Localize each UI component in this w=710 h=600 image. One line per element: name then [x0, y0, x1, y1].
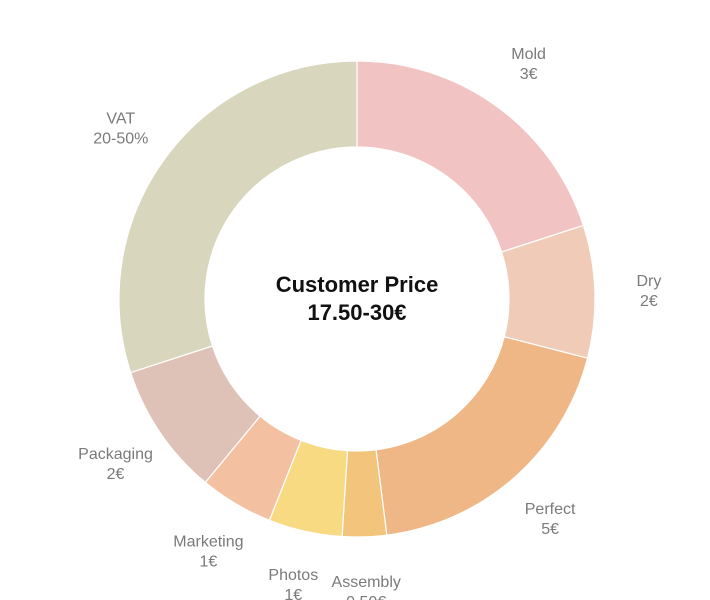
slice-label-perfect: Perfect 5€	[525, 501, 576, 538]
slice-category-photos: Photos	[268, 567, 318, 584]
donut-labels: Mold 3€ Dry 2€ Perfect 5€ Assembly 0.50€ Photos 1…	[78, 46, 661, 600]
slice-label-dry: Dry 2€	[636, 273, 661, 310]
slice-value-dry: 2€	[640, 293, 658, 310]
slice-mold	[356, 60, 585, 253]
slice-label-assembly: Assembly 0.50€	[332, 574, 401, 600]
slice-value-photos: 1€	[284, 587, 302, 600]
slice-category-perfect: Perfect	[525, 501, 576, 518]
slice-label-vat: VAT 20-50%	[93, 110, 148, 147]
slice-category-marketing: Marketing	[173, 533, 243, 550]
slice-category-assembly: Assembly	[332, 574, 401, 591]
slice-vat	[118, 60, 358, 374]
slice-value-vat: 20-50%	[93, 130, 148, 147]
slice-value-packaging: 2€	[107, 466, 125, 483]
slice-value-assembly: 0.50€	[346, 594, 386, 600]
slice-category-mold: Mold	[511, 46, 546, 63]
slice-value-marketing: 1€	[200, 553, 218, 570]
chart-subtitle: 17.50-30€	[307, 300, 406, 325]
slice-category-vat: VAT	[106, 110, 135, 127]
slice-label-photos: Photos 1€	[268, 567, 318, 600]
slice-value-perfect: 5€	[541, 521, 559, 538]
slice-value-mold: 3€	[520, 66, 538, 83]
slice-label-marketing: Marketing 1€	[173, 533, 243, 570]
chart-title: Customer Price	[276, 272, 439, 297]
slice-perfect	[375, 336, 589, 536]
slice-category-dry: Dry	[636, 273, 661, 290]
slice-label-packaging: Packaging 2€	[78, 446, 153, 483]
slice-category-packaging: Packaging	[78, 446, 153, 463]
slice-label-mold: Mold 3€	[511, 46, 546, 83]
donut-slices	[118, 60, 596, 538]
